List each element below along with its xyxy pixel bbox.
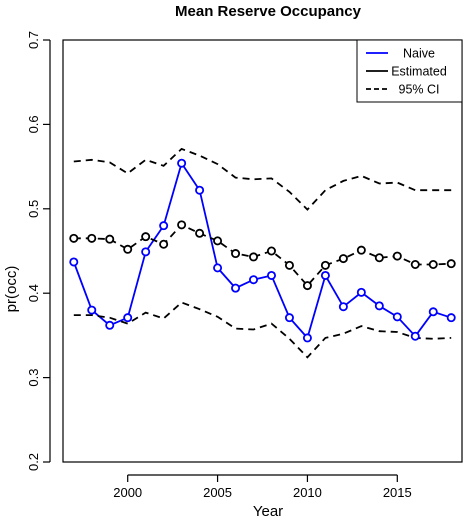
data-point xyxy=(392,312,402,322)
data-point xyxy=(87,233,97,243)
data-point xyxy=(428,307,438,317)
data-point xyxy=(428,260,438,270)
x-tick-label: 2000 xyxy=(113,485,142,500)
data-point xyxy=(177,158,187,168)
data-point xyxy=(87,305,97,315)
legend: Naive Estimated 95% CI xyxy=(356,39,463,103)
y-tick-label: 0.2 xyxy=(26,453,41,471)
data-point xyxy=(338,302,348,312)
data-point xyxy=(266,270,276,280)
x-tick-label: 2005 xyxy=(203,485,232,500)
legend-label: Naive xyxy=(403,47,435,61)
data-point xyxy=(392,251,402,261)
y-tick-label: 0.3 xyxy=(26,369,41,387)
data-point xyxy=(374,301,384,311)
data-point xyxy=(302,333,312,343)
data-point xyxy=(195,228,205,238)
data-point xyxy=(69,233,79,243)
series-line xyxy=(73,301,452,359)
y-tick-label: 0.6 xyxy=(26,115,41,133)
data-point xyxy=(231,249,241,259)
data-point xyxy=(177,220,187,230)
y-tick-label: 0.5 xyxy=(26,200,41,218)
data-point xyxy=(446,259,456,269)
data-point xyxy=(320,270,330,280)
data-point xyxy=(302,281,312,291)
data-point xyxy=(356,245,366,255)
y-axis-label: pr(occ) xyxy=(3,266,20,313)
data-point xyxy=(105,234,115,244)
x-axis-label: Year xyxy=(253,503,283,520)
series-line xyxy=(73,147,452,211)
x-tick-label: 2015 xyxy=(383,485,412,500)
data-point xyxy=(374,253,384,263)
y-tick-label: 0.7 xyxy=(26,31,41,49)
data-point xyxy=(123,244,133,254)
data-point xyxy=(356,287,366,297)
data-point xyxy=(159,239,169,249)
data-point xyxy=(141,247,151,257)
data-point xyxy=(410,260,420,270)
data-point xyxy=(320,260,330,270)
data-point xyxy=(446,313,456,323)
legend-label: Estimated xyxy=(391,65,447,79)
legend-label: 95% CI xyxy=(399,83,440,97)
x-tick-label: 2010 xyxy=(293,485,322,500)
data-point xyxy=(123,313,133,323)
data-point xyxy=(195,185,205,195)
data-point xyxy=(266,246,276,256)
data-point xyxy=(159,221,169,231)
series-group xyxy=(69,147,456,359)
plot-frame xyxy=(62,39,463,463)
plot-area: 2000 2005 2010 2015 0.2 0.3 0.4 0.5 0.6 0.7 xyxy=(26,31,463,500)
series-line xyxy=(72,161,452,340)
data-point xyxy=(231,283,241,293)
data-point xyxy=(69,257,79,267)
y-tick-label: 0.4 xyxy=(26,284,41,302)
data-point xyxy=(410,331,420,341)
data-point xyxy=(249,252,259,262)
data-point xyxy=(213,263,223,273)
data-point xyxy=(141,232,151,242)
data-point xyxy=(284,260,294,270)
data-point xyxy=(249,275,259,285)
data-point xyxy=(105,320,115,330)
data-point xyxy=(338,254,348,264)
chart-title: Mean Reserve Occupancy xyxy=(175,3,362,20)
data-point xyxy=(284,313,294,323)
data-point xyxy=(213,236,223,246)
